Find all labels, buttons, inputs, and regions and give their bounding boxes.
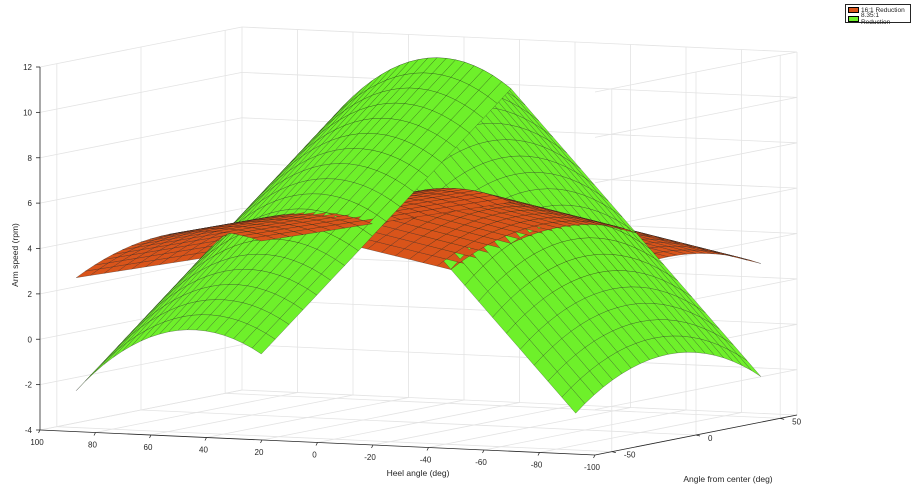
x-tick-mark — [537, 452, 540, 456]
surface-patch-8-35-1 — [94, 349, 118, 373]
labels-layer: 100 80 60 40 20 0 -20 -40 -60 -80 -100-50050-4-202… — [23, 63, 802, 472]
x-tick-label: 40 — [199, 446, 208, 455]
y-tick-label: -50 — [624, 451, 636, 460]
x-tick-mark — [149, 434, 152, 439]
x-tick-label: 0 — [312, 451, 317, 460]
y-tick-label: 0 — [708, 434, 713, 443]
y-tick-mark — [695, 434, 701, 437]
legend: 16:1 Reduction 8.35:1 Reduction — [845, 4, 911, 26]
z-tick-label: 4 — [28, 245, 33, 254]
surface-patch-8-35-1 — [103, 342, 128, 365]
x-tick-mark — [260, 439, 263, 444]
grid-line-x — [39, 27, 243, 431]
grid-line-x — [95, 29, 298, 433]
x-tick-label: -80 — [531, 461, 543, 470]
z-tick-label: 6 — [28, 199, 33, 208]
x-tick-label: -20 — [364, 453, 376, 462]
z-tick-label: 0 — [28, 335, 33, 344]
z-tick-label: 10 — [23, 108, 32, 117]
x-tick-label: 20 — [255, 448, 264, 457]
x-tick-mark — [593, 454, 596, 459]
x-tick-mark — [371, 444, 374, 449]
z-axis-label: Arm speed (rpm) — [10, 223, 20, 287]
z-tick-label: -2 — [25, 381, 33, 390]
grid-line-x — [428, 44, 631, 448]
grid-line-x — [483, 47, 687, 451]
surface-patch-8-35-1 — [251, 333, 276, 355]
grid-line-x — [539, 49, 742, 453]
surface-patch-16-1 — [252, 235, 276, 242]
y-tick-mark — [611, 451, 616, 454]
legend-entry: 8.35:1 Reduction — [846, 11, 910, 26]
z-tick-label: 2 — [28, 290, 33, 299]
x-tick-mark — [93, 432, 96, 436]
x-tick-label: -100 — [584, 463, 601, 472]
x-tick-mark — [482, 449, 485, 454]
legend-entry: 16:1 Reduction — [846, 6, 910, 15]
x-tick-mark — [38, 429, 41, 434]
x-tick-label: 60 — [144, 443, 153, 452]
x-tick-mark — [204, 437, 207, 441]
z-tick-label: 12 — [23, 63, 32, 72]
legend-swatch-16-1 — [848, 7, 859, 14]
legend-swatch-8-35-1 — [848, 15, 859, 22]
y-tick-mark — [780, 417, 785, 420]
x-tick-mark — [315, 442, 318, 446]
legend-label-16-1: 16:1 Reduction — [861, 6, 905, 14]
axes-layer — [36, 66, 798, 459]
z-tick-label: -4 — [25, 426, 33, 435]
y-axis-label: Angle from center (deg) — [683, 474, 772, 484]
legend-label-8-35-1: 8.35:1 Reduction — [860, 11, 891, 26]
x-tick-label: 80 — [88, 441, 97, 450]
surface-layer — [76, 57, 761, 414]
x-tick-label: 100 — [30, 438, 44, 447]
x-tick-label: -40 — [420, 456, 432, 465]
z-tick-label: 8 — [28, 154, 33, 163]
x-tick-label: -60 — [475, 458, 487, 467]
y-tick-label: 50 — [792, 417, 801, 426]
x-axis-label: Heel angle (deg) — [387, 468, 450, 478]
x-tick-mark — [426, 447, 429, 451]
